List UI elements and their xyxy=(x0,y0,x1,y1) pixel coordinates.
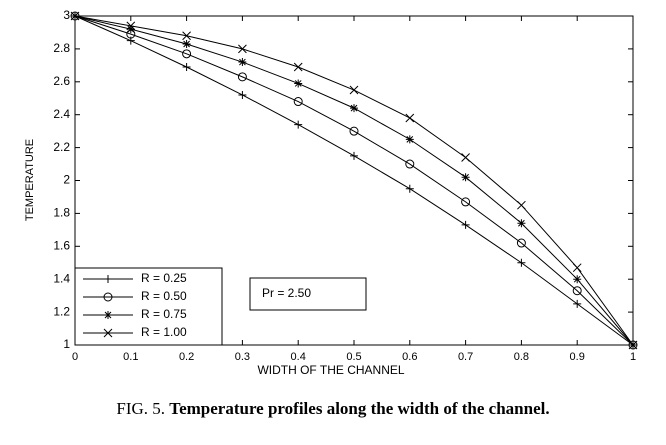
data-marker xyxy=(126,25,135,34)
x-tick-label: 0.7 xyxy=(458,351,473,363)
data-marker xyxy=(405,135,414,144)
data-marker xyxy=(461,220,470,229)
x-tick-label: 0.8 xyxy=(514,351,529,363)
y-tick-label: 2.4 xyxy=(53,107,70,121)
annotation: Pr = 2.50 xyxy=(262,286,311,300)
x-tick-label: 1 xyxy=(630,351,636,363)
data-marker xyxy=(238,58,247,67)
x-tick-label: 0.9 xyxy=(570,351,585,363)
x-tick-label: 0.1 xyxy=(123,351,138,363)
data-marker xyxy=(294,120,303,129)
legend-marker xyxy=(103,292,113,302)
x-tick-label: 0.5 xyxy=(346,351,361,363)
y-tick-label: 1.2 xyxy=(53,304,70,318)
y-axis-label: TEMPERATURE xyxy=(24,139,36,221)
data-marker xyxy=(405,113,415,123)
caption-prefix: FIG. 5. xyxy=(116,399,165,418)
data-marker xyxy=(628,340,638,350)
data-marker xyxy=(349,85,359,95)
legend-marker xyxy=(103,328,113,338)
data-marker xyxy=(461,197,471,207)
data-marker xyxy=(293,62,303,72)
data-marker xyxy=(294,79,303,88)
x-tick-label: 0.4 xyxy=(291,351,306,363)
data-marker xyxy=(350,104,358,113)
data-marker xyxy=(461,173,470,182)
series-line xyxy=(74,15,634,346)
data-marker xyxy=(516,238,526,248)
data-marker xyxy=(238,90,247,99)
legend-marker xyxy=(104,275,112,283)
data-marker xyxy=(573,275,582,284)
data-marker xyxy=(237,72,247,82)
y-tick-label: 1.6 xyxy=(53,238,70,252)
data-marker xyxy=(126,21,136,31)
data-marker xyxy=(182,31,191,41)
data-marker xyxy=(461,153,470,162)
data-marker xyxy=(349,126,359,136)
data-marker xyxy=(182,49,192,59)
data-marker xyxy=(517,200,526,210)
caption-text: Temperature profiles along the width of … xyxy=(169,399,549,418)
legend-label: R = 0.25 xyxy=(141,271,187,285)
data-marker xyxy=(293,97,303,107)
data-marker xyxy=(350,151,358,160)
y-tick-label: 2 xyxy=(63,173,70,187)
y-tick-label: 3 xyxy=(63,8,70,22)
y-tick-label: 1.8 xyxy=(53,206,70,220)
data-marker xyxy=(238,44,247,54)
y-tick-label: 2.2 xyxy=(53,140,70,154)
x-tick-label: 0 xyxy=(72,351,78,363)
data-marker xyxy=(405,159,415,169)
data-marker xyxy=(572,263,582,273)
legend-label: R = 0.75 xyxy=(141,307,187,321)
x-tick-label: 0.6 xyxy=(402,351,417,363)
data-marker xyxy=(182,62,191,71)
y-tick-label: 2.6 xyxy=(53,74,70,88)
data-marker xyxy=(70,11,80,21)
data-marker xyxy=(405,184,414,193)
y-tick-label: 2.8 xyxy=(53,41,70,55)
x-tick-label: 0.3 xyxy=(235,351,250,363)
y-tick-label: 1.4 xyxy=(53,271,70,285)
legend-box xyxy=(74,267,223,346)
data-marker xyxy=(572,286,582,296)
x-axis-label: WIDTH OF THE CHANNEL xyxy=(257,363,404,377)
annotation-box xyxy=(249,277,367,311)
data-marker xyxy=(182,39,191,48)
legend-label: R = 0.50 xyxy=(141,289,187,303)
data-marker xyxy=(517,258,526,267)
legend-label: R = 1.00 xyxy=(141,325,187,339)
data-marker xyxy=(573,299,582,308)
x-tick-label: 0.2 xyxy=(179,351,194,363)
legend-marker xyxy=(104,311,112,319)
caption: FIG. 5. Temperature profiles along the w… xyxy=(116,399,549,418)
y-tick-label: 1 xyxy=(63,337,70,351)
data-marker xyxy=(517,219,526,228)
